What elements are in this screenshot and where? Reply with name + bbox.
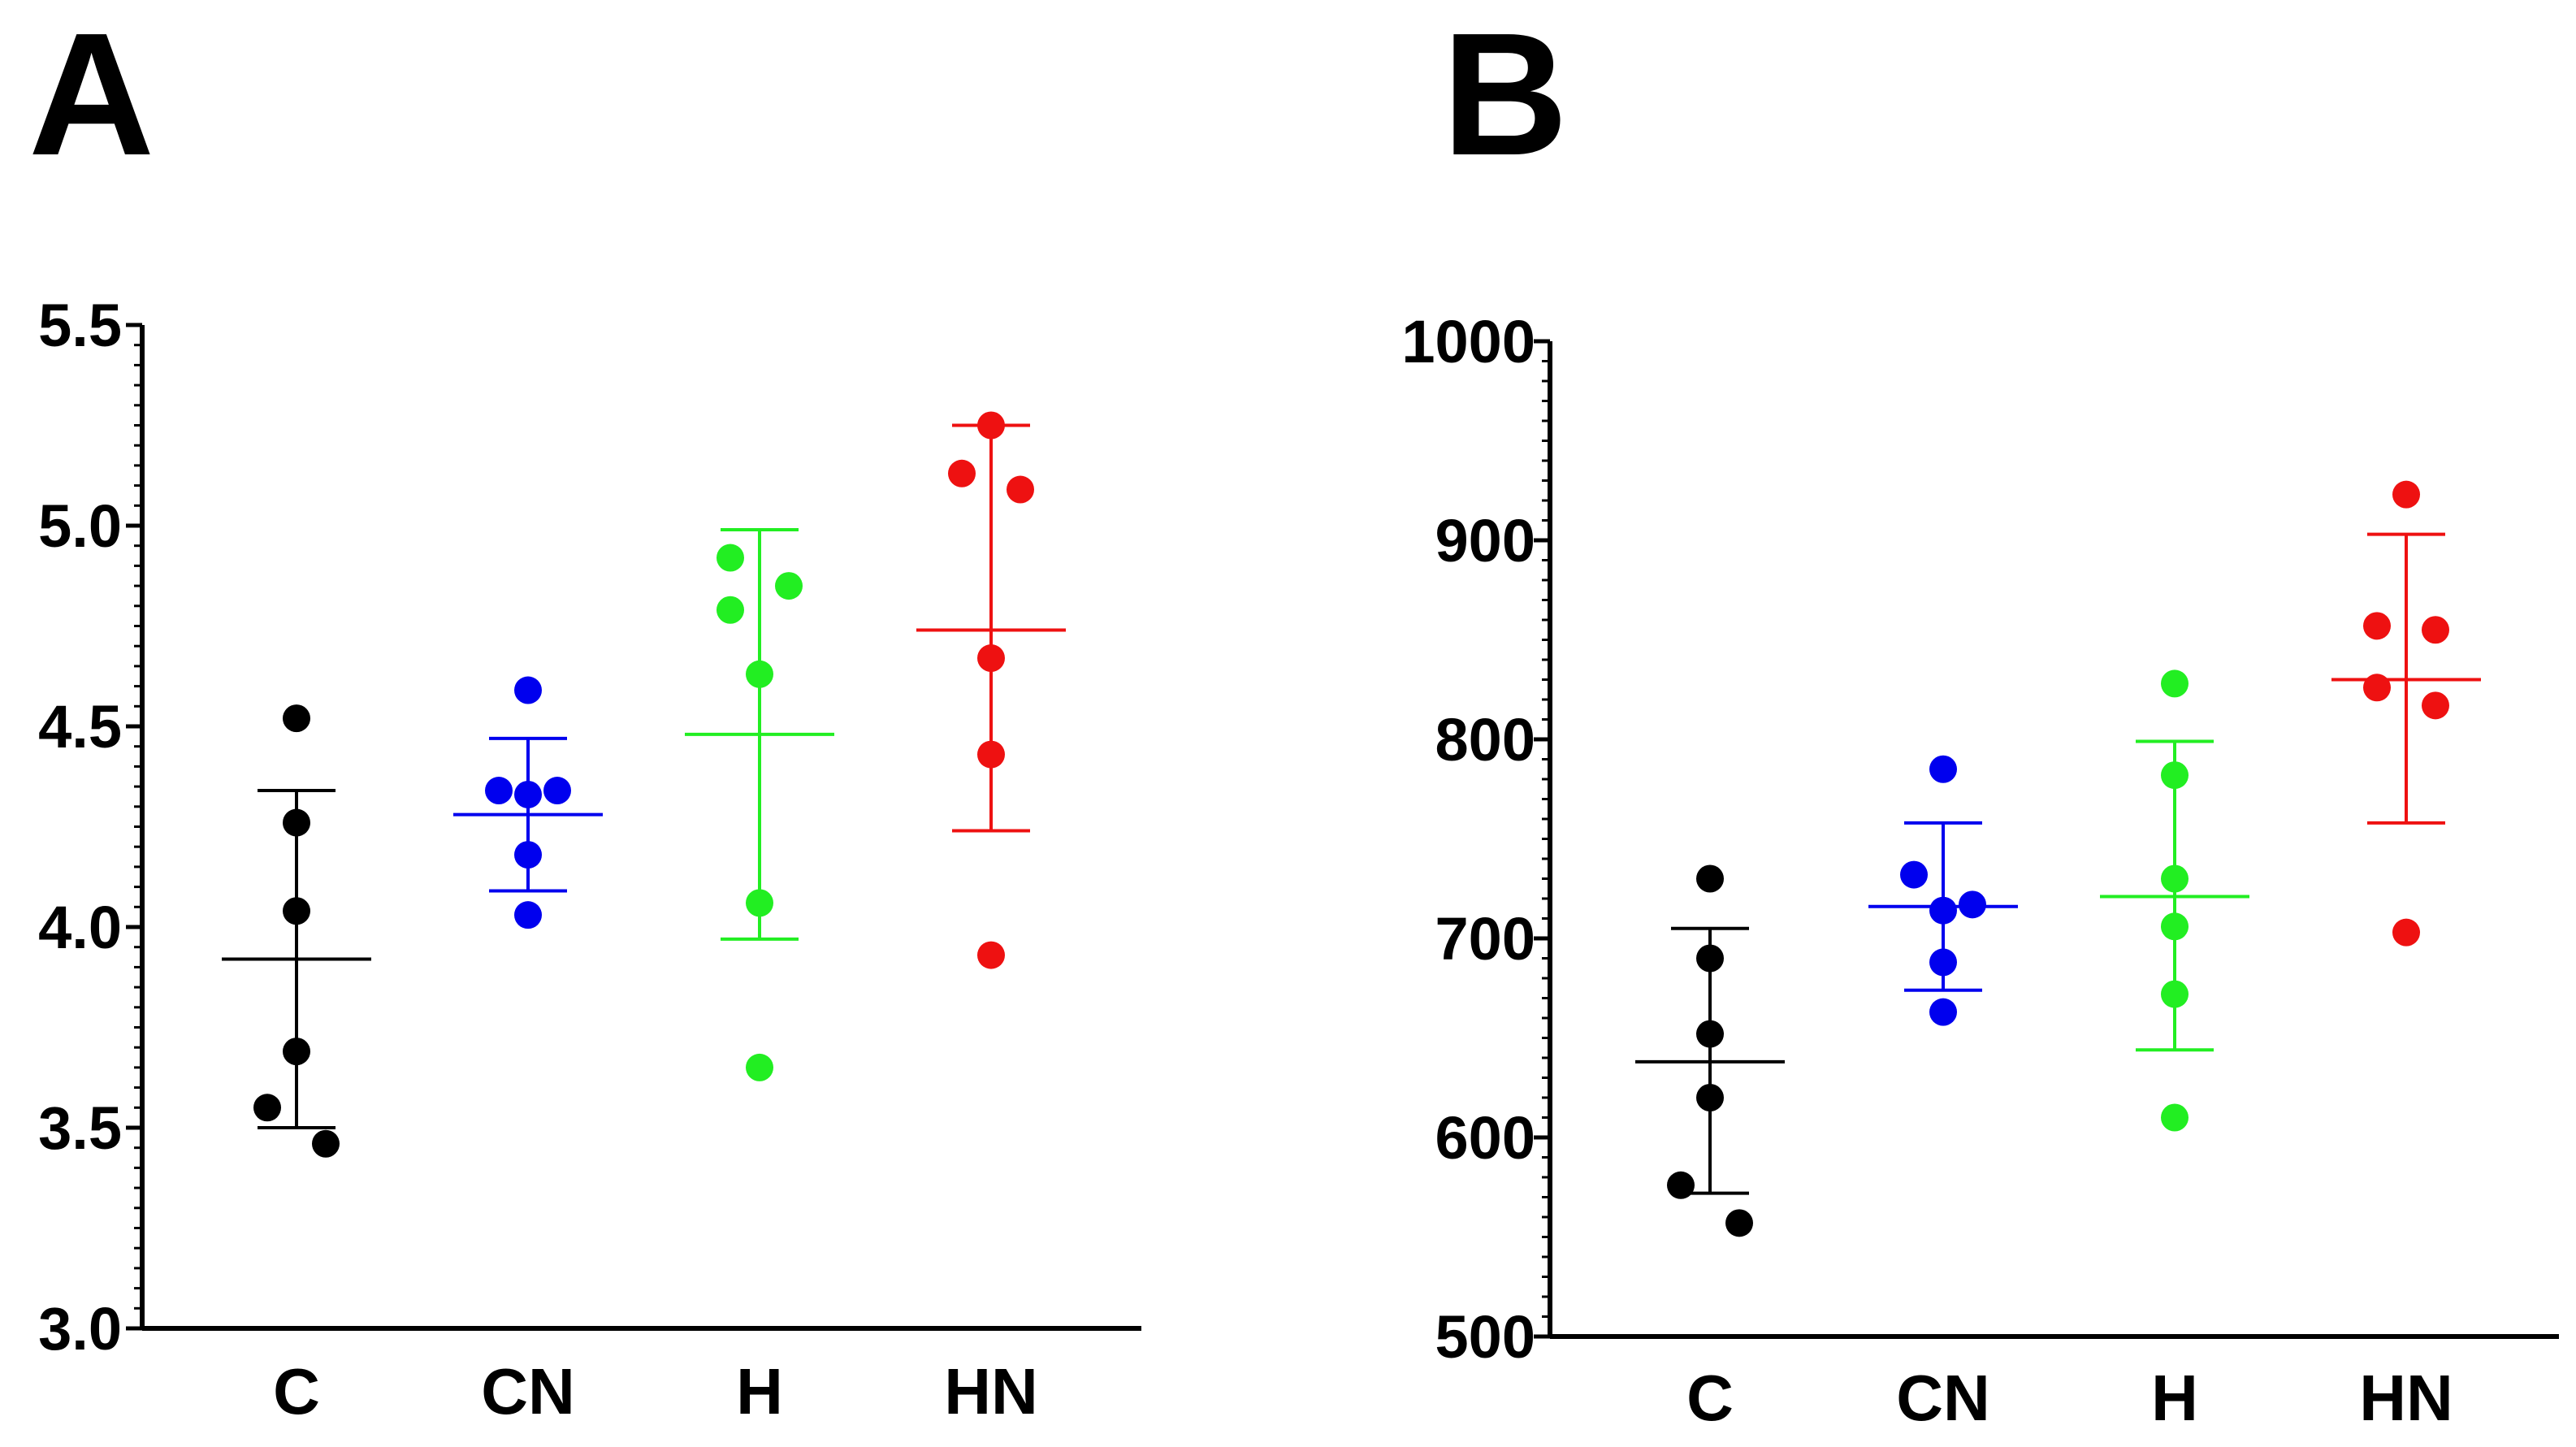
y-tick-label: 800 <box>1435 706 1535 773</box>
panel-label: A <box>28 0 154 192</box>
data-point <box>283 704 310 733</box>
data-point <box>2422 691 2449 720</box>
data-point <box>2161 1103 2189 1132</box>
series-hn <box>2331 480 2481 947</box>
data-point <box>514 676 542 704</box>
series-cn <box>453 676 603 929</box>
data-point <box>1007 475 1034 504</box>
data-point <box>746 1053 773 1081</box>
data-point <box>283 1038 310 1066</box>
data-point <box>1696 1084 1724 1111</box>
y-tick-label: 5.0 <box>38 492 122 560</box>
data-point <box>283 897 310 925</box>
y-tick-label: 5.5 <box>38 292 122 359</box>
data-point <box>1696 864 1724 893</box>
x-category-label: CN <box>481 1355 575 1428</box>
x-category-label: HN <box>944 1355 1038 1428</box>
data-point <box>1929 755 1957 783</box>
data-point <box>2161 864 2189 893</box>
y-tick-label: 4.0 <box>38 894 122 961</box>
data-point <box>2161 761 2189 790</box>
x-category-label: H <box>736 1355 783 1428</box>
data-point <box>2422 616 2449 644</box>
series-c <box>1635 864 1785 1237</box>
x-category-label: HN <box>2359 1362 2453 1434</box>
data-point <box>253 1094 281 1122</box>
data-point <box>514 841 542 869</box>
series-h <box>2100 669 2249 1132</box>
data-point <box>1900 860 1928 889</box>
data-point <box>977 411 1005 440</box>
data-point <box>2392 480 2420 509</box>
data-point <box>2161 980 2189 1008</box>
series-cn <box>1868 755 2018 1026</box>
data-point <box>1929 998 1957 1026</box>
y-tick-label: 700 <box>1435 905 1535 973</box>
data-point <box>1929 896 1957 925</box>
panel-b: B 500 600 700 800 900 1000 C CN H HN <box>1401 0 2559 1434</box>
series-hn <box>916 411 1066 969</box>
y-tick-label: 3.0 <box>38 1295 122 1363</box>
data-point <box>514 780 542 808</box>
data-point <box>717 544 744 572</box>
data-point <box>2392 918 2420 947</box>
data-point <box>312 1129 340 1158</box>
data-point <box>717 596 744 624</box>
data-point <box>543 777 571 805</box>
y-tick-label: 500 <box>1435 1303 1535 1371</box>
data-point <box>977 644 1005 673</box>
x-category-label: H <box>2151 1362 2198 1434</box>
data-point <box>746 889 773 917</box>
series-c <box>222 704 371 1158</box>
y-tick-label: 600 <box>1435 1104 1535 1172</box>
data-point <box>977 740 1005 769</box>
data-point <box>1929 948 1957 977</box>
data-point <box>1667 1171 1695 1199</box>
data-point <box>1696 944 1724 973</box>
x-category-label: C <box>1686 1362 1734 1434</box>
y-tick-label: 1000 <box>1401 308 1535 375</box>
panel-label: B <box>1442 0 1568 192</box>
data-point <box>485 777 513 805</box>
data-point <box>746 660 773 688</box>
y-tick-label: 4.5 <box>38 693 122 760</box>
x-category-label: CN <box>1896 1362 1990 1434</box>
data-point <box>283 808 310 837</box>
x-category-label: C <box>273 1355 320 1428</box>
data-point <box>977 941 1005 969</box>
y-tick-label: 900 <box>1435 507 1535 574</box>
series-h <box>685 527 834 1081</box>
y-tick-label: 3.5 <box>38 1094 122 1162</box>
data-point <box>948 459 976 487</box>
data-point <box>1959 890 1986 919</box>
data-point <box>775 572 803 600</box>
data-point <box>514 901 542 929</box>
data-point <box>2161 669 2189 698</box>
data-point <box>2363 612 2391 640</box>
data-point <box>2161 912 2189 941</box>
data-point <box>1696 1020 1724 1048</box>
data-point <box>2363 674 2391 702</box>
data-point <box>1725 1209 1753 1237</box>
panel-a: A 3.0 3.5 4.0 4.5 5.0 5.5 C CN H HN <box>28 0 1141 1428</box>
